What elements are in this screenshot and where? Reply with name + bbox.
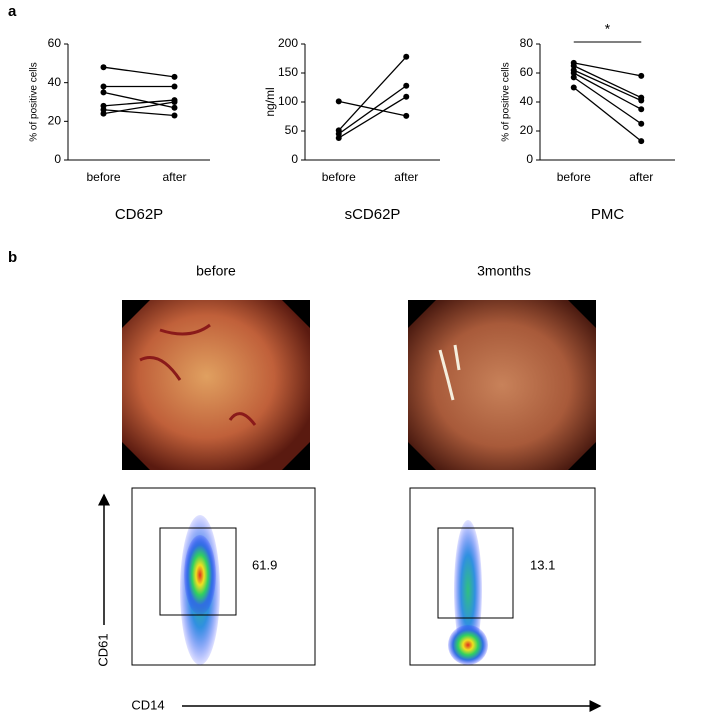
y-tick-label: 40 <box>520 94 534 108</box>
gate-value: 61.9 <box>252 557 277 572</box>
point <box>403 53 410 60</box>
point <box>171 73 178 80</box>
y-tick-label: 0 <box>54 152 61 166</box>
x-tick-label: after <box>162 170 186 184</box>
y-tick-label: 40 <box>48 75 62 89</box>
y-tick-label: 20 <box>520 123 534 137</box>
series-line <box>573 62 642 77</box>
chart-caption: PMC <box>591 206 625 223</box>
point <box>638 138 645 145</box>
point <box>570 84 577 91</box>
point <box>171 104 178 111</box>
y-tick-label: 100 <box>278 94 298 108</box>
column-label: before <box>196 263 236 279</box>
y-axis-label: % of positive cells <box>501 62 512 141</box>
series-line <box>338 96 407 139</box>
series-line <box>573 72 642 110</box>
point <box>335 98 342 105</box>
y-tick-label: 200 <box>278 36 298 50</box>
y-tick-label: 0 <box>526 152 533 166</box>
series-line <box>338 85 407 135</box>
y-axis-label: ng/ml <box>263 87 277 116</box>
y-tick-label: 60 <box>520 65 534 79</box>
endoscopy-image <box>408 300 596 470</box>
series-line <box>573 65 642 99</box>
x-tick-label: before <box>322 170 356 184</box>
axis-label: CD14 <box>131 697 164 712</box>
chart-caption: sCD62P <box>345 206 401 223</box>
panel-label: a <box>8 3 17 20</box>
y-tick-label: 150 <box>278 65 298 79</box>
point <box>570 74 577 81</box>
point <box>100 89 107 96</box>
y-tick-label: 50 <box>285 123 299 137</box>
y-axis-label: % of positive cells <box>29 62 40 141</box>
axis-label: CD61 <box>95 633 110 666</box>
endoscopy-image <box>122 300 310 470</box>
series-line <box>103 99 175 107</box>
column-label: 3months <box>477 263 531 279</box>
point <box>403 82 410 89</box>
point <box>100 83 107 90</box>
series-line <box>103 91 175 109</box>
series-line <box>103 101 175 115</box>
point <box>403 93 410 100</box>
point <box>638 97 645 104</box>
panel-label: b <box>8 249 17 266</box>
y-tick-label: 60 <box>48 36 62 50</box>
point <box>638 72 645 79</box>
y-tick-label: 80 <box>520 36 534 50</box>
series-line <box>103 66 175 78</box>
series-line <box>573 69 642 102</box>
point <box>570 70 577 76</box>
point <box>403 112 410 119</box>
series-line <box>338 56 407 131</box>
gate-value: 13.1 <box>530 557 555 572</box>
x-tick-label: after <box>394 170 418 184</box>
chart-caption: CD62P <box>115 206 163 223</box>
point <box>570 62 577 69</box>
x-tick-label: before <box>557 170 591 184</box>
annotation: * <box>605 21 611 37</box>
point <box>638 106 645 113</box>
x-tick-label: before <box>86 170 120 184</box>
x-tick-label: after <box>629 170 653 184</box>
flow-plot <box>409 487 596 666</box>
point <box>638 120 645 127</box>
point <box>171 112 178 119</box>
point <box>100 110 107 117</box>
point <box>171 83 178 90</box>
flow-plot <box>131 487 316 666</box>
series-line <box>573 76 642 125</box>
point <box>171 99 178 105</box>
series-line <box>573 86 642 142</box>
point <box>100 64 107 71</box>
y-tick-label: 0 <box>291 152 298 166</box>
y-tick-label: 20 <box>48 114 62 128</box>
series-line <box>338 100 407 117</box>
point <box>335 134 342 141</box>
series-line <box>103 109 175 117</box>
